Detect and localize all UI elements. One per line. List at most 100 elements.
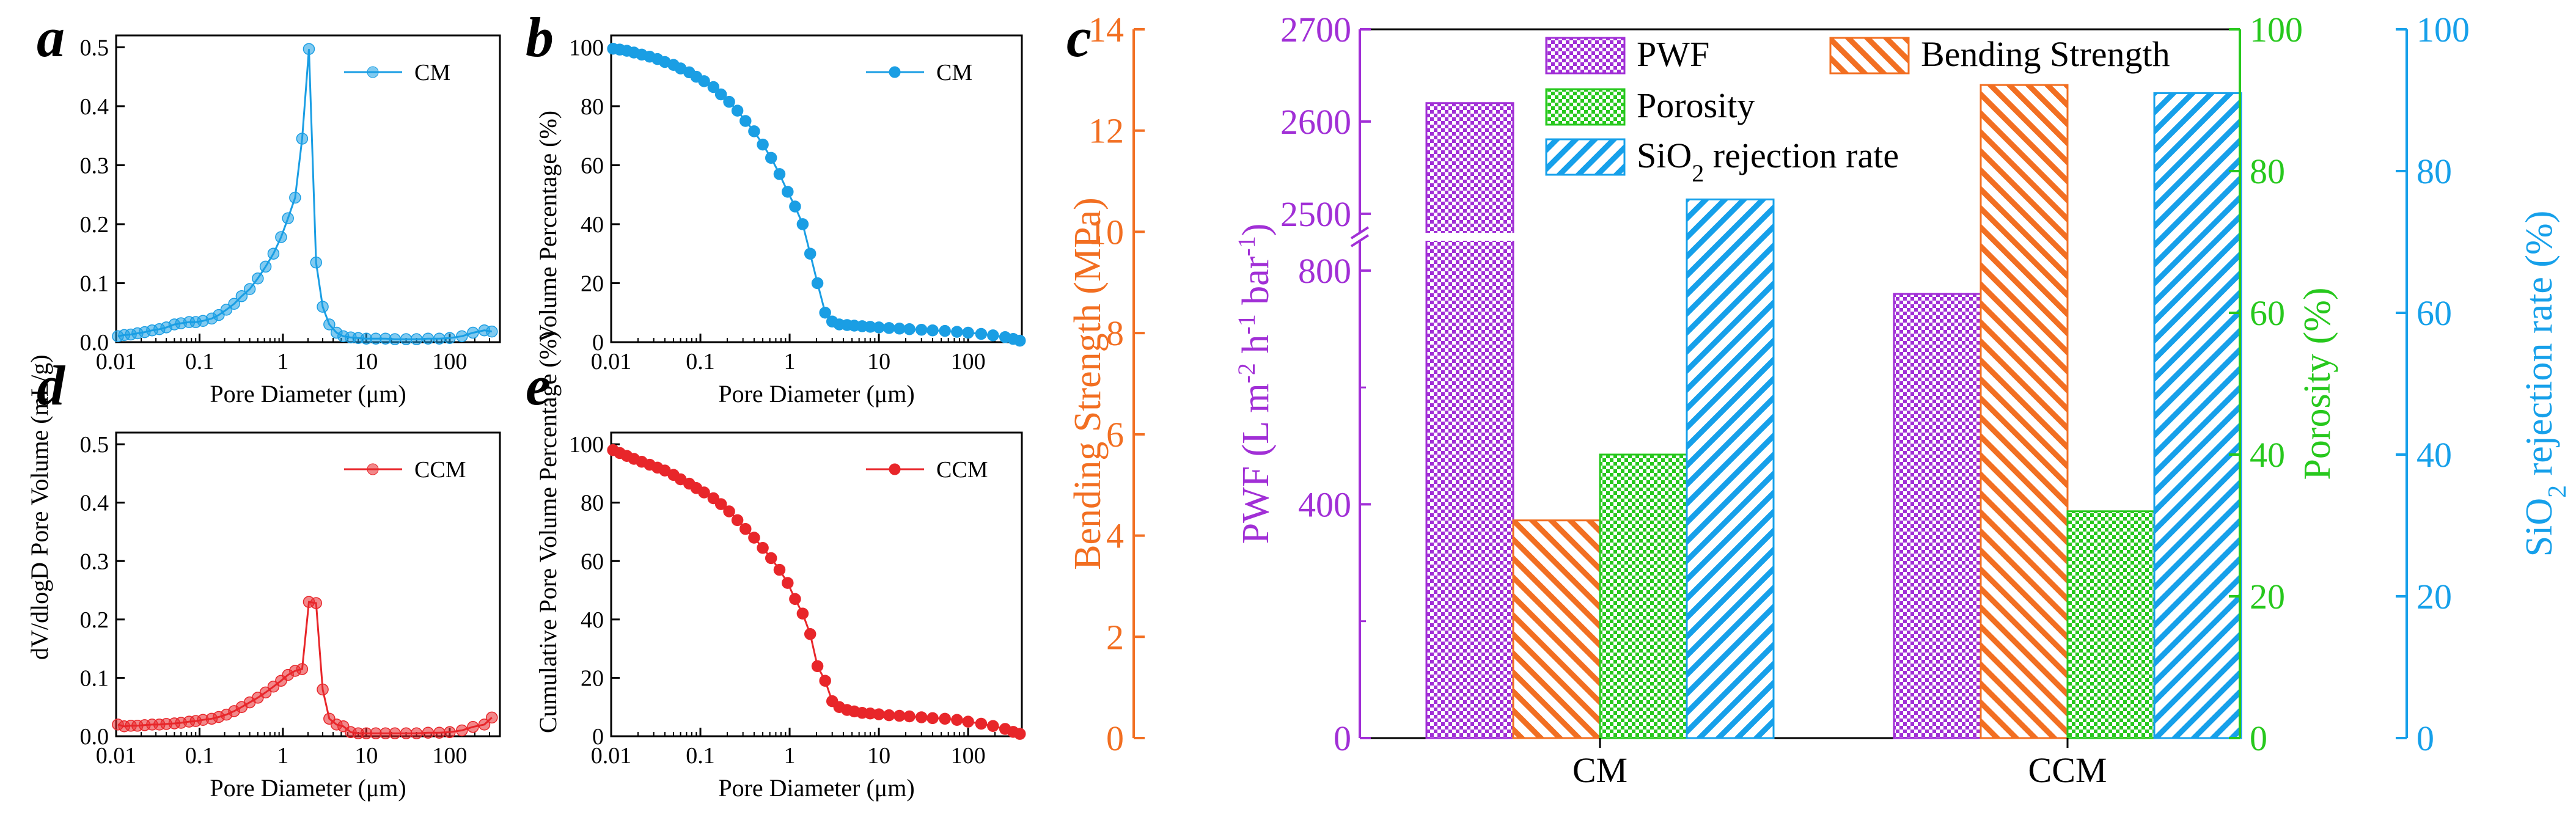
data-point-a <box>389 333 401 345</box>
x-tick-label-a: 0.01 <box>96 349 137 375</box>
x-tick-label-d: 1 <box>277 743 288 769</box>
data-point-a <box>275 231 287 243</box>
series-line-e <box>612 449 1021 735</box>
x-tick-label-d: 0.01 <box>96 743 137 769</box>
data-point-e <box>873 708 885 720</box>
data-point-b <box>757 138 769 151</box>
x-axis-label-e: Pore Diameter (μm) <box>718 774 914 802</box>
legend-label-d: CCM <box>414 457 466 483</box>
sio2-label-part: rejection rate (%) <box>2519 211 2560 485</box>
panel-label-d: d <box>37 354 66 417</box>
data-point-a <box>303 43 315 55</box>
legend-pwf-label: PWF <box>1637 34 1709 74</box>
pwf-axis-label: PWF (L m-2 h-1 bar-1) <box>1233 224 1277 544</box>
ylabel-middle-lower: Cumulative Pore Volume Percentage (%) <box>534 331 562 733</box>
chart-e: 0.01 0.1 1 10 100 0 20 40 60 80 100 Pore Diameter (… <box>569 431 1026 802</box>
y-tick-label-a: 0.3 <box>80 153 109 178</box>
y-tick-label-e: 20 <box>581 665 604 691</box>
data-point-e <box>782 577 794 589</box>
pwf-tick-label: 2500 <box>1280 194 1351 234</box>
data-point-a <box>433 332 446 345</box>
x-axis-label-d: Pore Diameter (μm) <box>210 774 406 802</box>
y-tick-label-e: 80 <box>581 491 604 516</box>
sio2-tick-label: 100 <box>2416 10 2470 49</box>
bar-break-gap <box>1424 233 1516 241</box>
data-point-d <box>456 724 468 737</box>
porosity-tick-label: 20 <box>2250 577 2285 616</box>
y-tick-label-b: 80 <box>581 94 604 120</box>
x-axis-label-b: Pore Diameter (μm) <box>718 380 914 408</box>
line-panels: 0.01 0.1 1 10 100 0.0 0.1 0.2 0.3 0.4 0.5 Pore Diam… <box>80 34 1026 802</box>
x-tick-label-b: 1 <box>784 349 796 375</box>
y-tick-label-a: 0.4 <box>80 94 109 120</box>
data-point-a <box>296 133 309 145</box>
data-point-a <box>289 191 301 204</box>
legend-porosity-swatch <box>1545 88 1626 126</box>
data-point-b <box>789 200 801 213</box>
data-point-d <box>400 727 413 739</box>
y-tick-label-a: 0.1 <box>80 271 109 296</box>
data-point-a <box>486 325 498 338</box>
y-tick-label-e: 60 <box>581 549 604 574</box>
data-point-e <box>773 563 786 576</box>
y-tick-label-a: 0.0 <box>80 330 109 356</box>
legend-sio2-label-part: SiO <box>1637 136 1692 175</box>
c-x-tick-label: CCM <box>2028 750 2107 790</box>
sio2-label-part: SiO <box>2519 498 2560 557</box>
legend-label-a: CM <box>414 60 450 86</box>
data-point-b <box>773 168 786 180</box>
data-point-e <box>962 715 974 728</box>
data-point-d <box>410 727 423 739</box>
data-point-b <box>1013 334 1026 347</box>
data-point-b <box>951 326 963 338</box>
data-point-b <box>723 95 735 108</box>
legend-label-b: CM <box>936 60 972 86</box>
chart-a: 0.01 0.1 1 10 100 0.0 0.1 0.2 0.3 0.4 0.5 Pore Diam… <box>80 34 501 408</box>
y-tick-label-a: 0.5 <box>80 35 109 60</box>
porosity-tick-label: 40 <box>2250 435 2285 475</box>
data-point-e <box>811 660 824 673</box>
bending-tick-label: 8 <box>1106 313 1124 353</box>
data-point-a <box>456 330 468 343</box>
bar-sio2-rejection-rate-cm <box>1686 198 1775 739</box>
y-tick-label-d: 0.1 <box>80 665 109 691</box>
data-point-a <box>282 212 294 225</box>
legend-swatch-marker-b <box>889 66 901 78</box>
data-point-b <box>782 186 794 198</box>
sio2-tick-label: 80 <box>2416 152 2452 191</box>
sio2-tick-label: 40 <box>2416 435 2452 475</box>
x-tick-label-e: 10 <box>867 743 890 769</box>
data-point-e <box>731 514 744 527</box>
data-point-d <box>478 719 491 731</box>
x-tick-label-d: 0.1 <box>185 743 215 769</box>
x-tick-label-b: 0.01 <box>591 349 632 375</box>
x-tick-label-e: 0.01 <box>591 743 632 769</box>
data-point-a <box>243 283 256 295</box>
data-point-e <box>714 498 727 510</box>
data-point-e <box>987 720 999 733</box>
legend-sio2-label: SiO2 rejection rate <box>1637 136 1899 187</box>
bar-bending-strength-ccm <box>1980 84 2069 739</box>
data-point-b <box>939 324 951 337</box>
data-point-a <box>228 298 240 310</box>
data-point-d <box>317 683 329 696</box>
ylabel-left-lower: dV/dlogD Pore Volume (mL/g) <box>26 354 53 660</box>
x-tick-label-e: 100 <box>951 743 986 769</box>
bar-sio2-rejection-rate-ccm <box>2153 92 2242 739</box>
data-point-e <box>765 552 777 565</box>
y-tick-label-b: 20 <box>581 271 604 296</box>
ylabel-middle-upper: Volume Percentage (%) <box>534 111 562 342</box>
bending-tick-label: 14 <box>1088 10 1124 49</box>
y-tick-label-b: 60 <box>581 153 604 178</box>
y-tick-label-d: 0.2 <box>80 607 109 633</box>
data-point-b <box>987 329 999 342</box>
bar-bending-strength-cm <box>1512 519 1601 739</box>
data-point-b <box>698 75 710 87</box>
data-point-e <box>789 593 801 605</box>
data-point-e <box>819 675 831 687</box>
data-point-e <box>698 486 710 499</box>
x-tick-label-e: 1 <box>784 743 796 769</box>
data-point-b <box>893 323 906 335</box>
data-point-b <box>903 323 916 335</box>
